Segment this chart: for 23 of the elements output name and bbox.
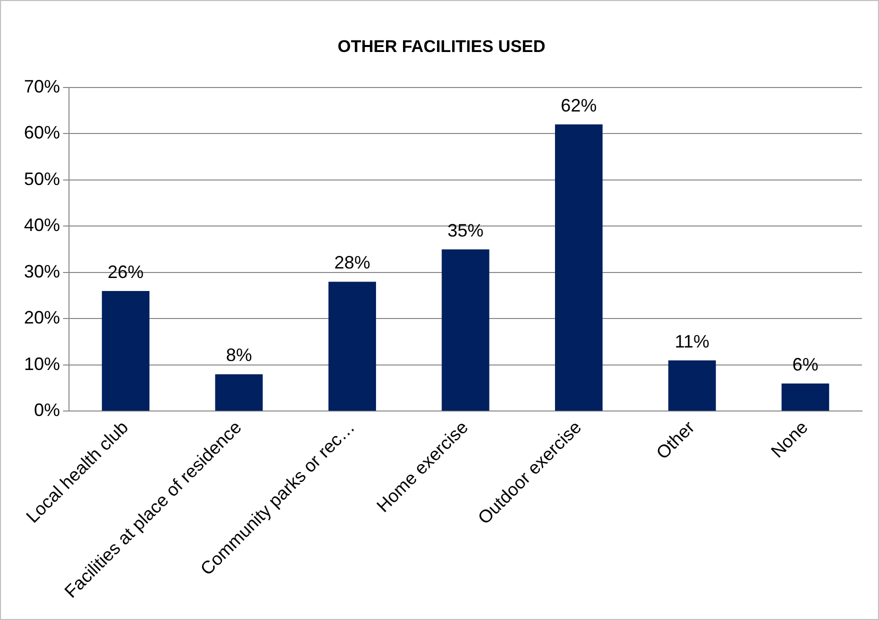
data-label: 62% [560,95,597,116]
bar [102,290,150,411]
y-tick-label: 60% [24,122,60,143]
y-tick-label: 0% [34,400,60,420]
y-tick-label: 50% [24,168,60,189]
y-tick-label: 70% [24,76,60,96]
bar [328,282,376,411]
y-tick-label: 20% [24,308,60,328]
data-label: 6% [792,354,818,374]
data-label: 11% [674,331,710,352]
data-label: 35% [448,220,484,240]
bar [555,124,603,411]
chart-title: OTHER FACILITIES USED [338,36,546,56]
y-tick-label: 30% [24,261,60,282]
bar [442,249,490,411]
bar [215,374,263,411]
data-label: 28% [334,252,370,273]
data-label: 8% [226,345,252,366]
y-tick-label: 40% [24,215,60,236]
y-tick-label: 10% [24,354,60,374]
bar [782,383,830,411]
bar [668,360,716,411]
data-label: 26% [108,262,144,282]
